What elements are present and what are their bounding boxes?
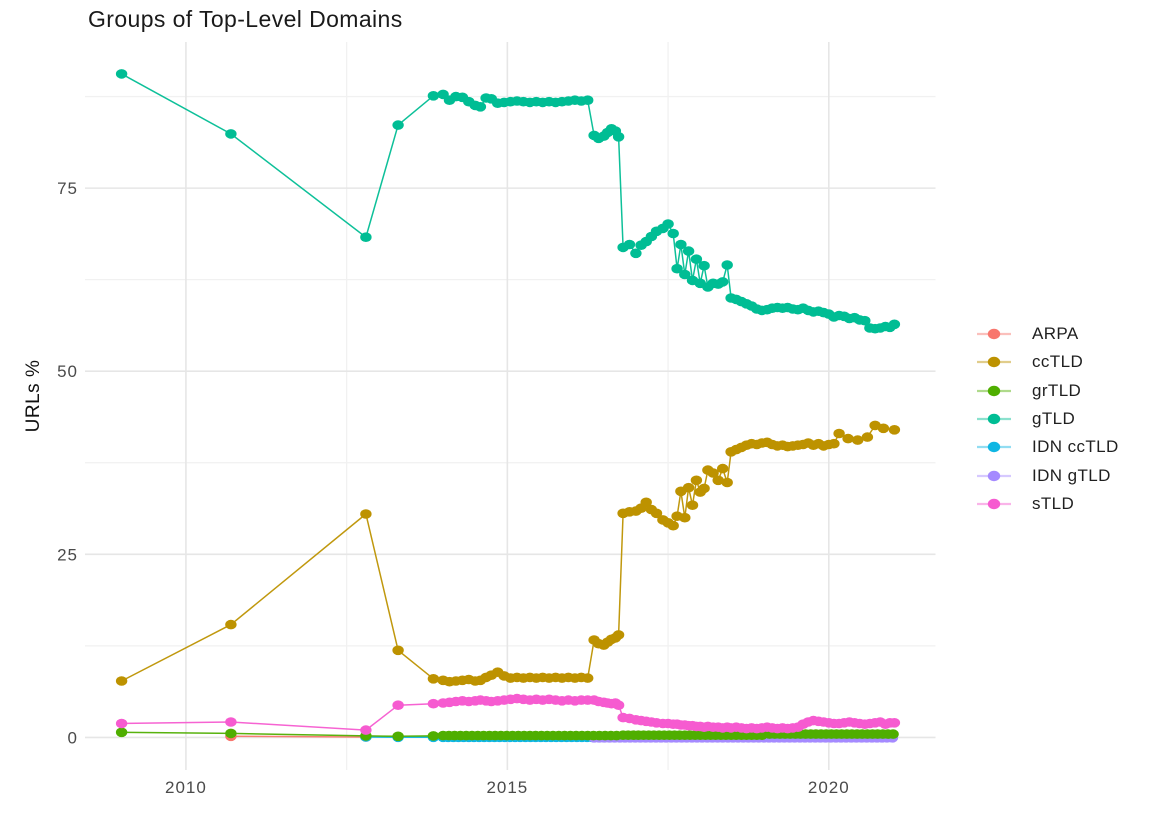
series-cctld-point: [861, 432, 874, 442]
series-grtld-point: [887, 729, 899, 739]
series-cctld-point: [712, 475, 724, 486]
legend-key-grtld-icon: [977, 385, 1011, 396]
x-tick-label: 2010: [165, 778, 207, 797]
series-gtld-point: [612, 132, 625, 142]
series-gtld-point: [623, 239, 636, 250]
series-cctld-point: [667, 520, 679, 531]
legend-key-idn-gtld-icon: [977, 470, 1011, 481]
series-cctld-point: [650, 508, 663, 519]
y-axis-title: URLs %: [23, 359, 44, 433]
series-stld-point: [888, 718, 901, 728]
legend-item-gtld: gTLD: [976, 405, 1119, 433]
series-cctld-point: [690, 475, 703, 486]
series-gtld-point: [679, 269, 691, 280]
series-grtld-point: [427, 731, 440, 741]
legend-item-stld: sTLD: [976, 490, 1119, 518]
series-gtld-point: [682, 246, 695, 256]
series-cctld-point: [828, 438, 840, 449]
legend-item-arpa: ARPA: [976, 320, 1119, 348]
series-cctld-point: [392, 645, 404, 656]
series-gtld-point: [721, 260, 733, 270]
legend-item-label: IDN ccTLD: [1032, 437, 1119, 457]
series-gtld-point: [662, 219, 674, 229]
series-stld-point: [427, 698, 440, 709]
series-gtld-point: [698, 260, 710, 271]
series-cctld-point: [360, 509, 372, 519]
series-cctld-point: [717, 463, 729, 474]
y-tick-label: 50: [57, 362, 78, 381]
series-gtld-point: [582, 95, 594, 105]
legend-item-label: gTLD: [1032, 409, 1076, 429]
legend-item-label: IDN gTLD: [1032, 465, 1111, 485]
legend-item-idn-cctld: IDN ccTLD: [976, 433, 1119, 461]
series-gtld-point: [675, 239, 687, 250]
y-tick-label: 25: [57, 545, 78, 564]
y-tick-label: 75: [57, 179, 78, 198]
legend-key-gtld-icon: [977, 413, 1011, 425]
series-stld-point: [612, 700, 625, 710]
legend-item-label: sTLD: [1032, 493, 1075, 513]
series-gtld-point: [474, 102, 487, 112]
series-cctld-point: [877, 423, 890, 434]
series-cctld-point: [888, 425, 901, 435]
series-grtld-point: [225, 728, 237, 739]
series-stld-point: [225, 717, 237, 727]
series-cctld-point: [679, 512, 691, 523]
series-gtld-point: [225, 129, 237, 139]
x-tick-label: 2020: [808, 778, 850, 797]
series-cctld-point: [842, 433, 854, 444]
series-gtld-point: [859, 315, 871, 326]
series-grtld-point: [392, 731, 404, 742]
legend-item-label: grTLD: [1032, 380, 1082, 400]
series-gtld-point: [717, 277, 729, 287]
series-cctld-point: [721, 477, 733, 488]
series-gtld-point: [667, 228, 679, 239]
series-cctld-point: [833, 428, 845, 439]
series-grtld-point: [115, 727, 128, 738]
legend: ARPA ccTLD grTLD gTLD IDN ccTLD IDN gTLD sTLD: [976, 320, 1119, 518]
series-stld-point: [392, 700, 404, 710]
series-gtld-point: [427, 91, 440, 101]
chart-title: Groups of Top-Level Domains: [88, 6, 403, 32]
legend-item-cctld: ccTLD: [976, 348, 1119, 376]
legend-item-label: ARPA: [1032, 324, 1079, 344]
legend-key-arpa-icon: [977, 328, 1011, 340]
legend-item-idn-gtld: IDN gTLD: [976, 461, 1119, 489]
series-gtld-point: [671, 263, 683, 274]
series-cctld-point: [612, 630, 625, 640]
legend-key-cctld-icon: [977, 357, 1011, 368]
series-cctld-point: [115, 676, 128, 686]
x-tick-label: 2015: [486, 778, 528, 797]
series-arpa-line: [230, 735, 366, 738]
series-cctld-point: [582, 673, 594, 683]
legend-key-idn-cctld-icon: [977, 442, 1011, 453]
series-cctld-point: [225, 619, 237, 630]
series-gtld-point: [360, 232, 372, 242]
series-cctld-point: [682, 482, 695, 493]
series-stld-point: [115, 718, 128, 729]
series-gtld-point: [630, 248, 642, 259]
series-stld-point: [360, 725, 372, 735]
y-tick-label: 0: [68, 728, 78, 747]
series-cctld-point: [707, 468, 719, 478]
series-gtld-point: [115, 69, 128, 79]
series-cctld-point: [640, 497, 652, 508]
series-cctld-point: [698, 483, 710, 494]
legend-item-grtld: grTLD: [976, 377, 1119, 405]
series-gtld-point: [690, 254, 703, 264]
series-cctld-point: [852, 435, 864, 445]
series-gtld-point: [888, 319, 901, 330]
series-gtld-point: [392, 120, 404, 130]
series-cctld-point: [686, 500, 699, 511]
series-cctld-point: [427, 674, 440, 684]
legend-item-label: ccTLD: [1032, 352, 1084, 372]
legend-key-stld-icon: [977, 498, 1011, 510]
